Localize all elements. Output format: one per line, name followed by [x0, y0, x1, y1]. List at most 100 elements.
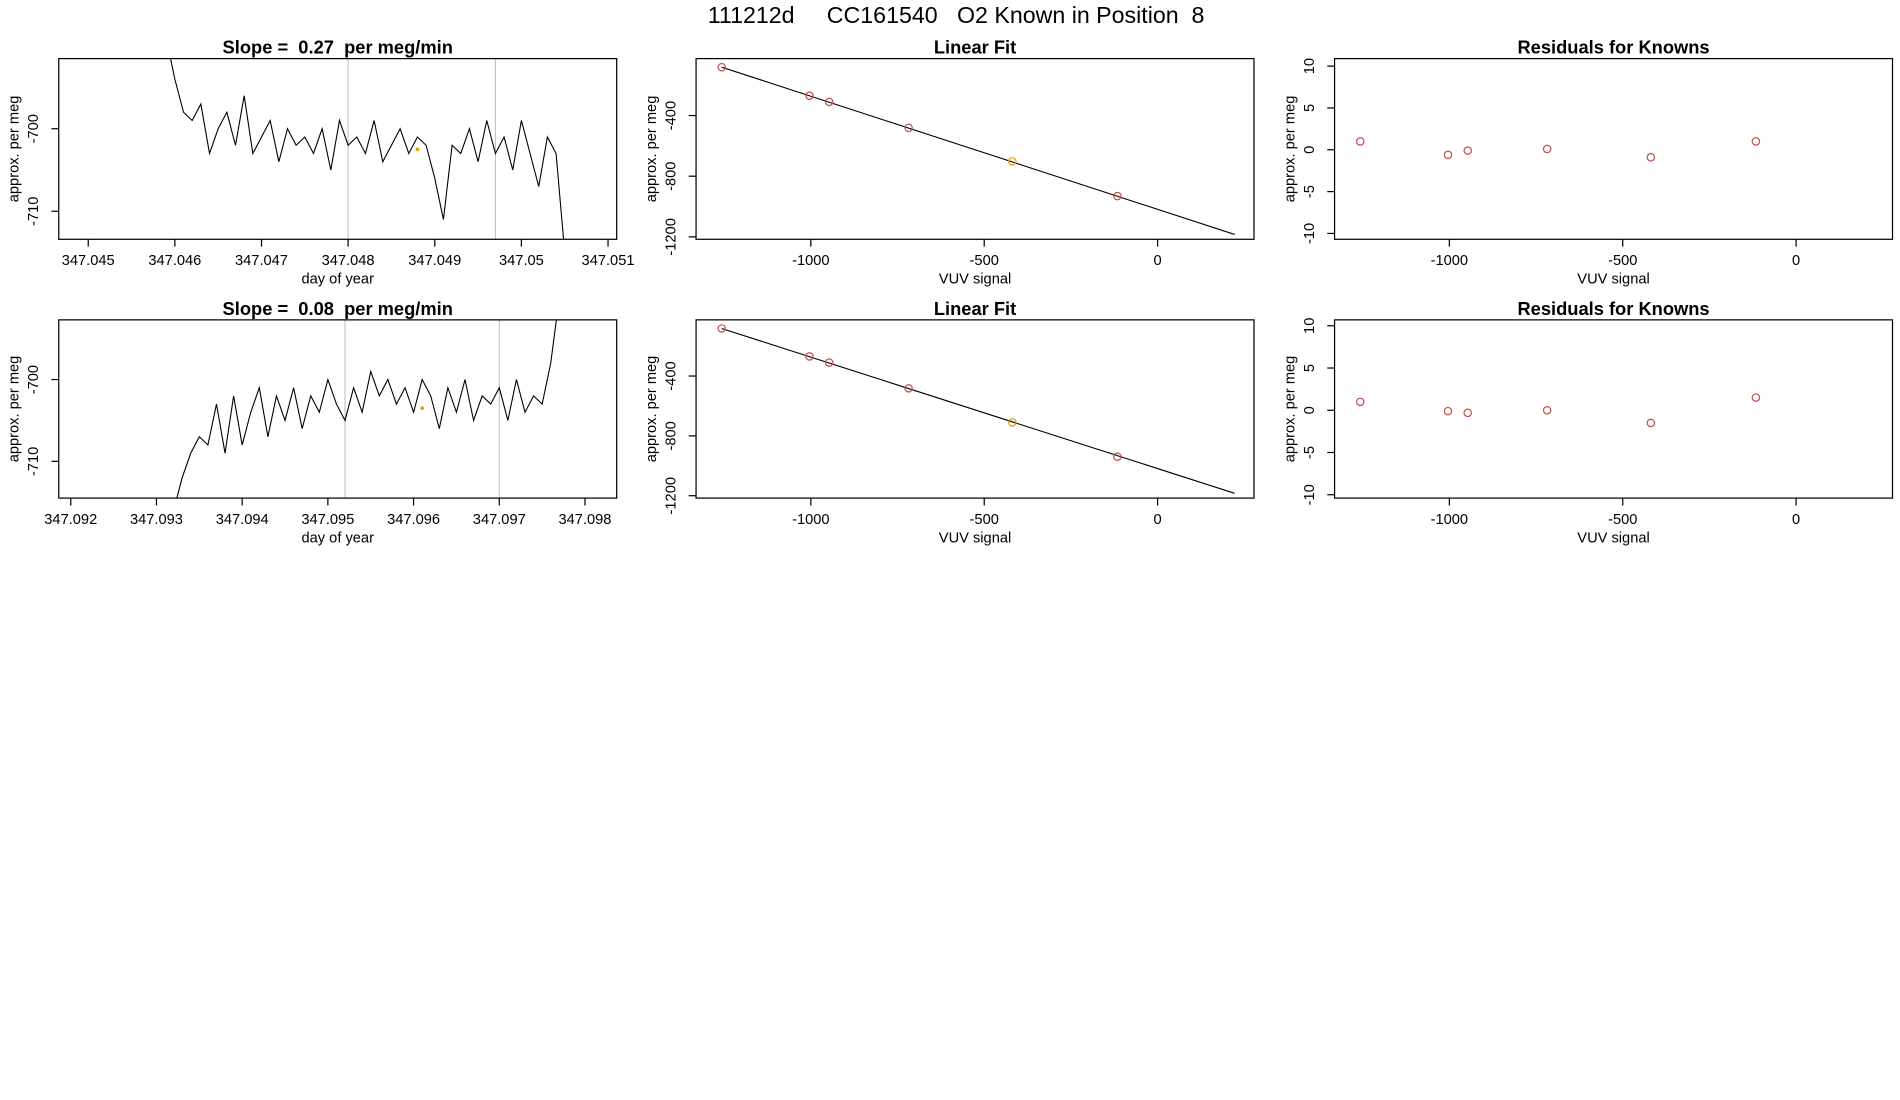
y-tick-label: -700: [26, 365, 42, 394]
x-tick-label: 347.049: [408, 253, 461, 269]
point: [1646, 153, 1656, 162]
plot-frame: [58, 57, 618, 240]
point: [1542, 405, 1552, 415]
point: [1355, 137, 1365, 146]
x-tick-label: 347.051: [582, 253, 635, 269]
chart-title: Slope = 0.27 per meg/min: [223, 37, 453, 58]
point: [1542, 144, 1552, 154]
y-axis-label: approx. per meg: [644, 96, 660, 203]
x-tick-label: 347.047: [235, 253, 288, 269]
x-tick-label: 347.05: [499, 253, 544, 269]
y-tick-label: -710: [26, 197, 42, 226]
x-tick-label: 347.048: [322, 253, 375, 269]
x-tick-label: -1000: [792, 253, 829, 269]
plot-area: [176, 319, 557, 499]
chart-title: Residuals for Knowns: [1517, 298, 1709, 319]
y-tick-label: 10: [1302, 318, 1318, 334]
point: [1008, 418, 1017, 427]
highlight-point: [420, 406, 424, 411]
point: [717, 324, 726, 333]
x-axis-label: VUV signal: [1577, 271, 1649, 287]
point: [717, 62, 726, 72]
plot-area: [1355, 393, 1761, 428]
point: [904, 384, 913, 393]
x-axis-label: VUV signal: [1577, 530, 1649, 546]
data-line: [169, 58, 565, 240]
fit-line: [721, 66, 1235, 235]
y-tick-label: 10: [1302, 58, 1318, 74]
x-tick-label: 347.098: [559, 512, 612, 528]
point: [824, 97, 834, 107]
y-tick-label: -1200: [664, 477, 680, 514]
x-tick-label: -500: [1608, 512, 1637, 528]
x-axis-label: day of year: [302, 530, 375, 546]
y-tick-label: 5: [1302, 104, 1318, 112]
fit-line: [721, 327, 1235, 494]
x-tick-label: 347.095: [301, 512, 354, 528]
x-tick-label: 347.097: [473, 512, 526, 528]
x-tick-label: 347.096: [387, 512, 440, 528]
plot-frame: [695, 57, 1255, 240]
point: [1463, 146, 1473, 155]
x-tick-label: -500: [1608, 253, 1637, 269]
y-axis-label: approx. per meg: [1282, 96, 1298, 203]
point: [1443, 406, 1453, 416]
point: [824, 358, 834, 367]
data-line: [176, 319, 557, 499]
y-tick-label: -5: [1302, 185, 1318, 198]
y-tick-label: -5: [1302, 446, 1318, 459]
y-tick-label: -710: [26, 447, 42, 476]
plot-area: [717, 324, 1235, 494]
y-tick-label: -800: [664, 162, 680, 191]
plot-frame: [1333, 57, 1894, 240]
chart-title: Residuals for Knowns: [1517, 37, 1709, 58]
point: [1443, 150, 1453, 160]
point: [1463, 408, 1473, 418]
y-tick-label: -800: [664, 421, 680, 450]
x-tick-label: -1000: [792, 512, 829, 528]
chart-title: Linear Fit: [934, 298, 1016, 319]
y-tick-label: 0: [1302, 406, 1318, 414]
x-axis-label: VUV signal: [939, 530, 1011, 546]
x-tick-label: 0: [1154, 253, 1162, 269]
highlight-point: [415, 147, 420, 152]
plot-frame: [695, 319, 1255, 499]
point: [805, 91, 814, 100]
chart-title: Slope = 0.08 per meg/min: [223, 298, 453, 319]
x-tick-label: 0: [1792, 253, 1800, 269]
x-tick-label: 347.045: [62, 253, 115, 269]
x-tick-label: 0: [1154, 512, 1162, 528]
figure-title: 111212d CC161540 O2 Known in Position 8: [708, 2, 1205, 28]
x-tick-label: 347.093: [130, 512, 183, 528]
y-tick-label: -400: [664, 361, 680, 390]
y-axis-label: approx. per meg: [7, 356, 23, 463]
plot-area: [169, 58, 565, 240]
y-tick-label: -400: [664, 101, 680, 130]
point: [1751, 137, 1761, 146]
point: [1113, 452, 1122, 461]
point: [1751, 393, 1761, 402]
y-axis-label: approx. per meg: [7, 96, 23, 203]
y-tick-label: -700: [26, 114, 42, 143]
plot-frame: [58, 319, 618, 499]
plot-frame: [1333, 319, 1894, 499]
point: [1008, 157, 1017, 166]
x-tick-label: -500: [970, 512, 999, 528]
point: [1355, 397, 1365, 407]
point: [1646, 418, 1656, 428]
y-axis-label: approx. per meg: [1282, 356, 1298, 463]
x-axis-label: VUV signal: [939, 271, 1011, 287]
x-tick-label: 347.046: [148, 253, 201, 269]
y-tick-label: -10: [1302, 223, 1318, 244]
y-tick-label: 0: [1302, 146, 1318, 154]
plot-area: [717, 62, 1235, 235]
x-tick-label: -500: [970, 253, 999, 269]
plot-area: [1355, 137, 1761, 162]
x-axis-label: day of year: [302, 271, 375, 287]
y-tick-label: -1200: [664, 218, 680, 255]
point: [1113, 191, 1122, 201]
x-tick-label: 0: [1792, 512, 1800, 528]
x-tick-label: -1000: [1431, 512, 1468, 528]
x-tick-label: 347.092: [44, 512, 97, 528]
point: [805, 352, 814, 361]
